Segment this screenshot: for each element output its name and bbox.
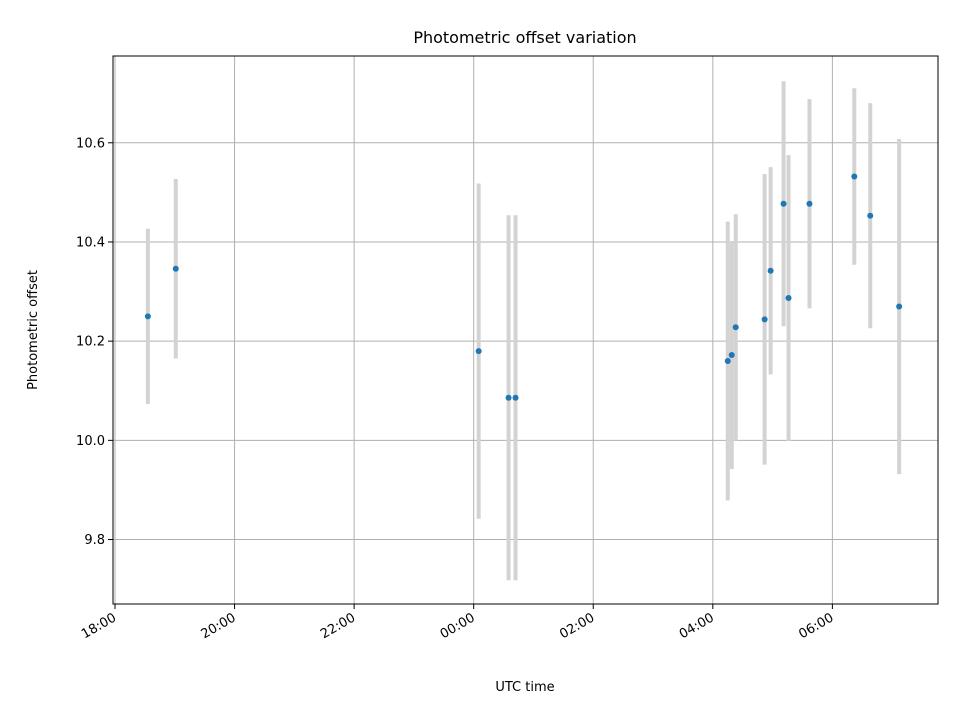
data-point bbox=[896, 303, 903, 310]
data-point bbox=[806, 200, 813, 207]
plot-frame bbox=[112, 55, 939, 605]
data-point bbox=[732, 324, 739, 331]
y-tick-label: 10.0 bbox=[76, 434, 105, 449]
chart-title: Photometric offset variation bbox=[413, 28, 636, 47]
data-point bbox=[767, 267, 774, 274]
data-point bbox=[785, 295, 792, 302]
point-layer bbox=[144, 173, 903, 401]
y-tick-label: 10.2 bbox=[76, 335, 105, 350]
y-tick-label: 10.6 bbox=[76, 136, 105, 151]
data-point bbox=[851, 173, 858, 180]
grid-layer bbox=[113, 56, 938, 604]
data-point bbox=[761, 316, 768, 323]
data-point bbox=[867, 212, 874, 219]
y-axis-label: Photometric offset bbox=[26, 270, 41, 390]
y-tick-label: 10.4 bbox=[76, 235, 105, 250]
x-axis-label: UTC time bbox=[495, 680, 554, 695]
data-point bbox=[724, 357, 731, 364]
data-point bbox=[728, 352, 735, 359]
data-point bbox=[780, 200, 787, 207]
data-point bbox=[144, 313, 151, 320]
data-point bbox=[505, 394, 512, 401]
y-tick-label: 9.8 bbox=[84, 533, 105, 548]
data-point bbox=[512, 394, 519, 401]
data-point bbox=[475, 348, 482, 355]
data-point bbox=[172, 265, 179, 272]
